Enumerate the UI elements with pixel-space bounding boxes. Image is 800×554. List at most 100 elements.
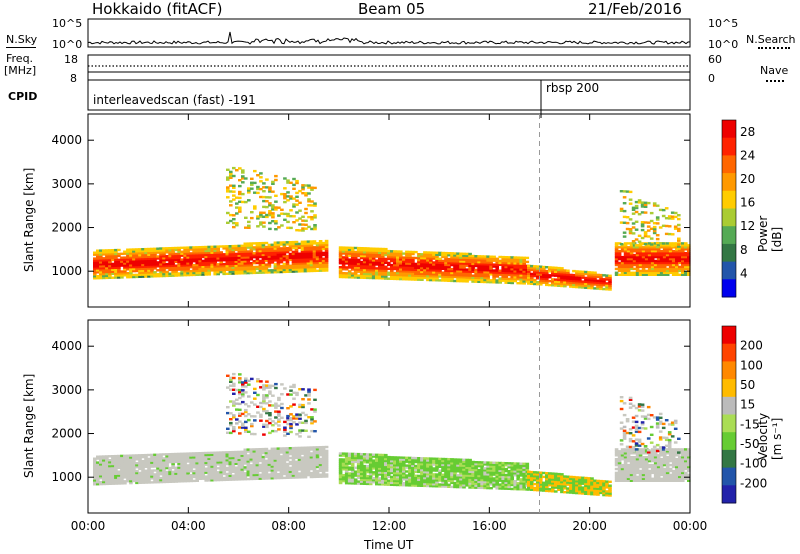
power-panel-cell [450, 263, 454, 267]
power-panel-cell [350, 252, 355, 255]
velocity-panel-cell [168, 458, 172, 462]
power-panel-cell [138, 263, 142, 267]
velocity-panel-cell [198, 469, 202, 473]
velocity-panel-cell [102, 459, 106, 462]
power-panel-cell [102, 257, 106, 260]
power-panel-cell [312, 269, 317, 273]
power-panel-cell [341, 256, 346, 259]
power-panel-cell [285, 268, 290, 271]
power-panel-colorbar-tick: 12 [740, 219, 755, 233]
power-panel-cell [298, 189, 302, 193]
power-panel-cell [662, 269, 667, 273]
power-panel-cell [671, 246, 676, 249]
power-panel-cell [294, 270, 299, 273]
power-panel-cell [237, 268, 242, 271]
power-panel-cell [258, 249, 263, 253]
velocity-panel-cell [378, 469, 382, 472]
power-panel-cell [634, 220, 639, 223]
power-panel-cell [238, 210, 242, 213]
velocity-panel-cell [171, 470, 175, 473]
power-panel-cell [285, 260, 290, 264]
power-panel-cell [399, 258, 403, 261]
power-panel-cell [250, 187, 254, 190]
power-panel-colorbar-segment [722, 208, 736, 227]
velocity-panel-cell [249, 466, 254, 469]
power-panel-cell [619, 209, 624, 212]
power-panel-cell [414, 256, 418, 260]
power-panel-cell [312, 257, 317, 261]
velocity-panel-cell [225, 462, 230, 466]
power-panel-cell [324, 263, 329, 266]
velocity-panel-cell [267, 465, 272, 468]
power-panel-cell [365, 270, 370, 274]
power-panel-cell [159, 259, 163, 262]
power-panel-cell [306, 256, 311, 259]
power-panel-cell [114, 262, 118, 265]
power-panel-cell [507, 273, 511, 277]
power-panel-cell [462, 260, 466, 263]
velocity-panel-cell [318, 475, 323, 478]
power-panel-cell [456, 277, 460, 281]
power-panel-cell [432, 253, 436, 256]
power-panel-cell [301, 186, 305, 189]
velocity-panel-cell [450, 477, 454, 481]
power-panel-cell [572, 285, 576, 289]
power-panel-cell [99, 273, 103, 276]
power-panel-cell [238, 208, 242, 211]
velocity-panel-cell [350, 468, 355, 471]
power-panel-cell [489, 263, 493, 266]
power-panel-cell [619, 207, 624, 211]
velocity-panel-cell [375, 469, 379, 472]
power-panel-cell [300, 256, 305, 259]
power-panel-cell [650, 271, 655, 274]
velocity-panel-cell [252, 462, 257, 465]
velocity-panel-cell [180, 456, 184, 459]
power-panel-cell [659, 271, 664, 274]
velocity-panel-cell [264, 461, 269, 464]
velocity-panel-cell [384, 471, 388, 474]
velocity-panel-cell [114, 468, 118, 471]
power-panel-cell [548, 266, 552, 269]
velocity-panel-cell [204, 477, 208, 480]
power-panel-cell [539, 275, 543, 278]
velocity-panel-cell [180, 478, 184, 481]
velocity-panel-cell [359, 458, 364, 462]
power-panel-cell [417, 256, 421, 260]
power-panel-cell [673, 227, 678, 230]
power-panel-cell [665, 271, 670, 274]
velocity-panel-cell [99, 457, 103, 460]
power-panel-cell [548, 270, 552, 273]
power-panel-cell [234, 258, 239, 261]
power-panel-cell [295, 195, 299, 198]
power-panel-cell [144, 253, 148, 257]
velocity-panel-cell [303, 452, 308, 455]
power-panel-cell [641, 253, 646, 257]
power-panel-cell [247, 187, 251, 190]
velocity-panel-cell [252, 452, 257, 455]
velocity-panel-cell [420, 468, 424, 472]
power-panel-cell [186, 248, 190, 251]
velocity-panel-cell [359, 482, 364, 485]
power-panel-cell [426, 255, 430, 258]
power-panel-cell [183, 258, 187, 261]
power-panel-cell [171, 248, 175, 252]
velocity-panel-cell [216, 477, 220, 480]
velocity-panel-cell [144, 471, 148, 474]
velocity-panel-cell [129, 468, 133, 471]
velocity-panel-cell [186, 454, 190, 457]
power-panel-cell [498, 261, 502, 265]
power-panel-cell [226, 188, 230, 191]
power-panel-cell [668, 257, 673, 261]
power-panel-cell [646, 221, 651, 224]
power-panel-cell [255, 271, 260, 274]
velocity-panel-cell [135, 469, 139, 473]
power-panel-cell [310, 210, 314, 213]
velocity-panel-cell [315, 452, 320, 455]
power-panel-cell [229, 213, 233, 217]
velocity-panel-cell [240, 458, 245, 461]
power-panel-cell [150, 247, 154, 251]
velocity-panel-cell [246, 454, 251, 457]
power-panel-cell [271, 204, 275, 207]
power-panel-cell [177, 256, 181, 259]
power-panel-cell [228, 268, 233, 271]
